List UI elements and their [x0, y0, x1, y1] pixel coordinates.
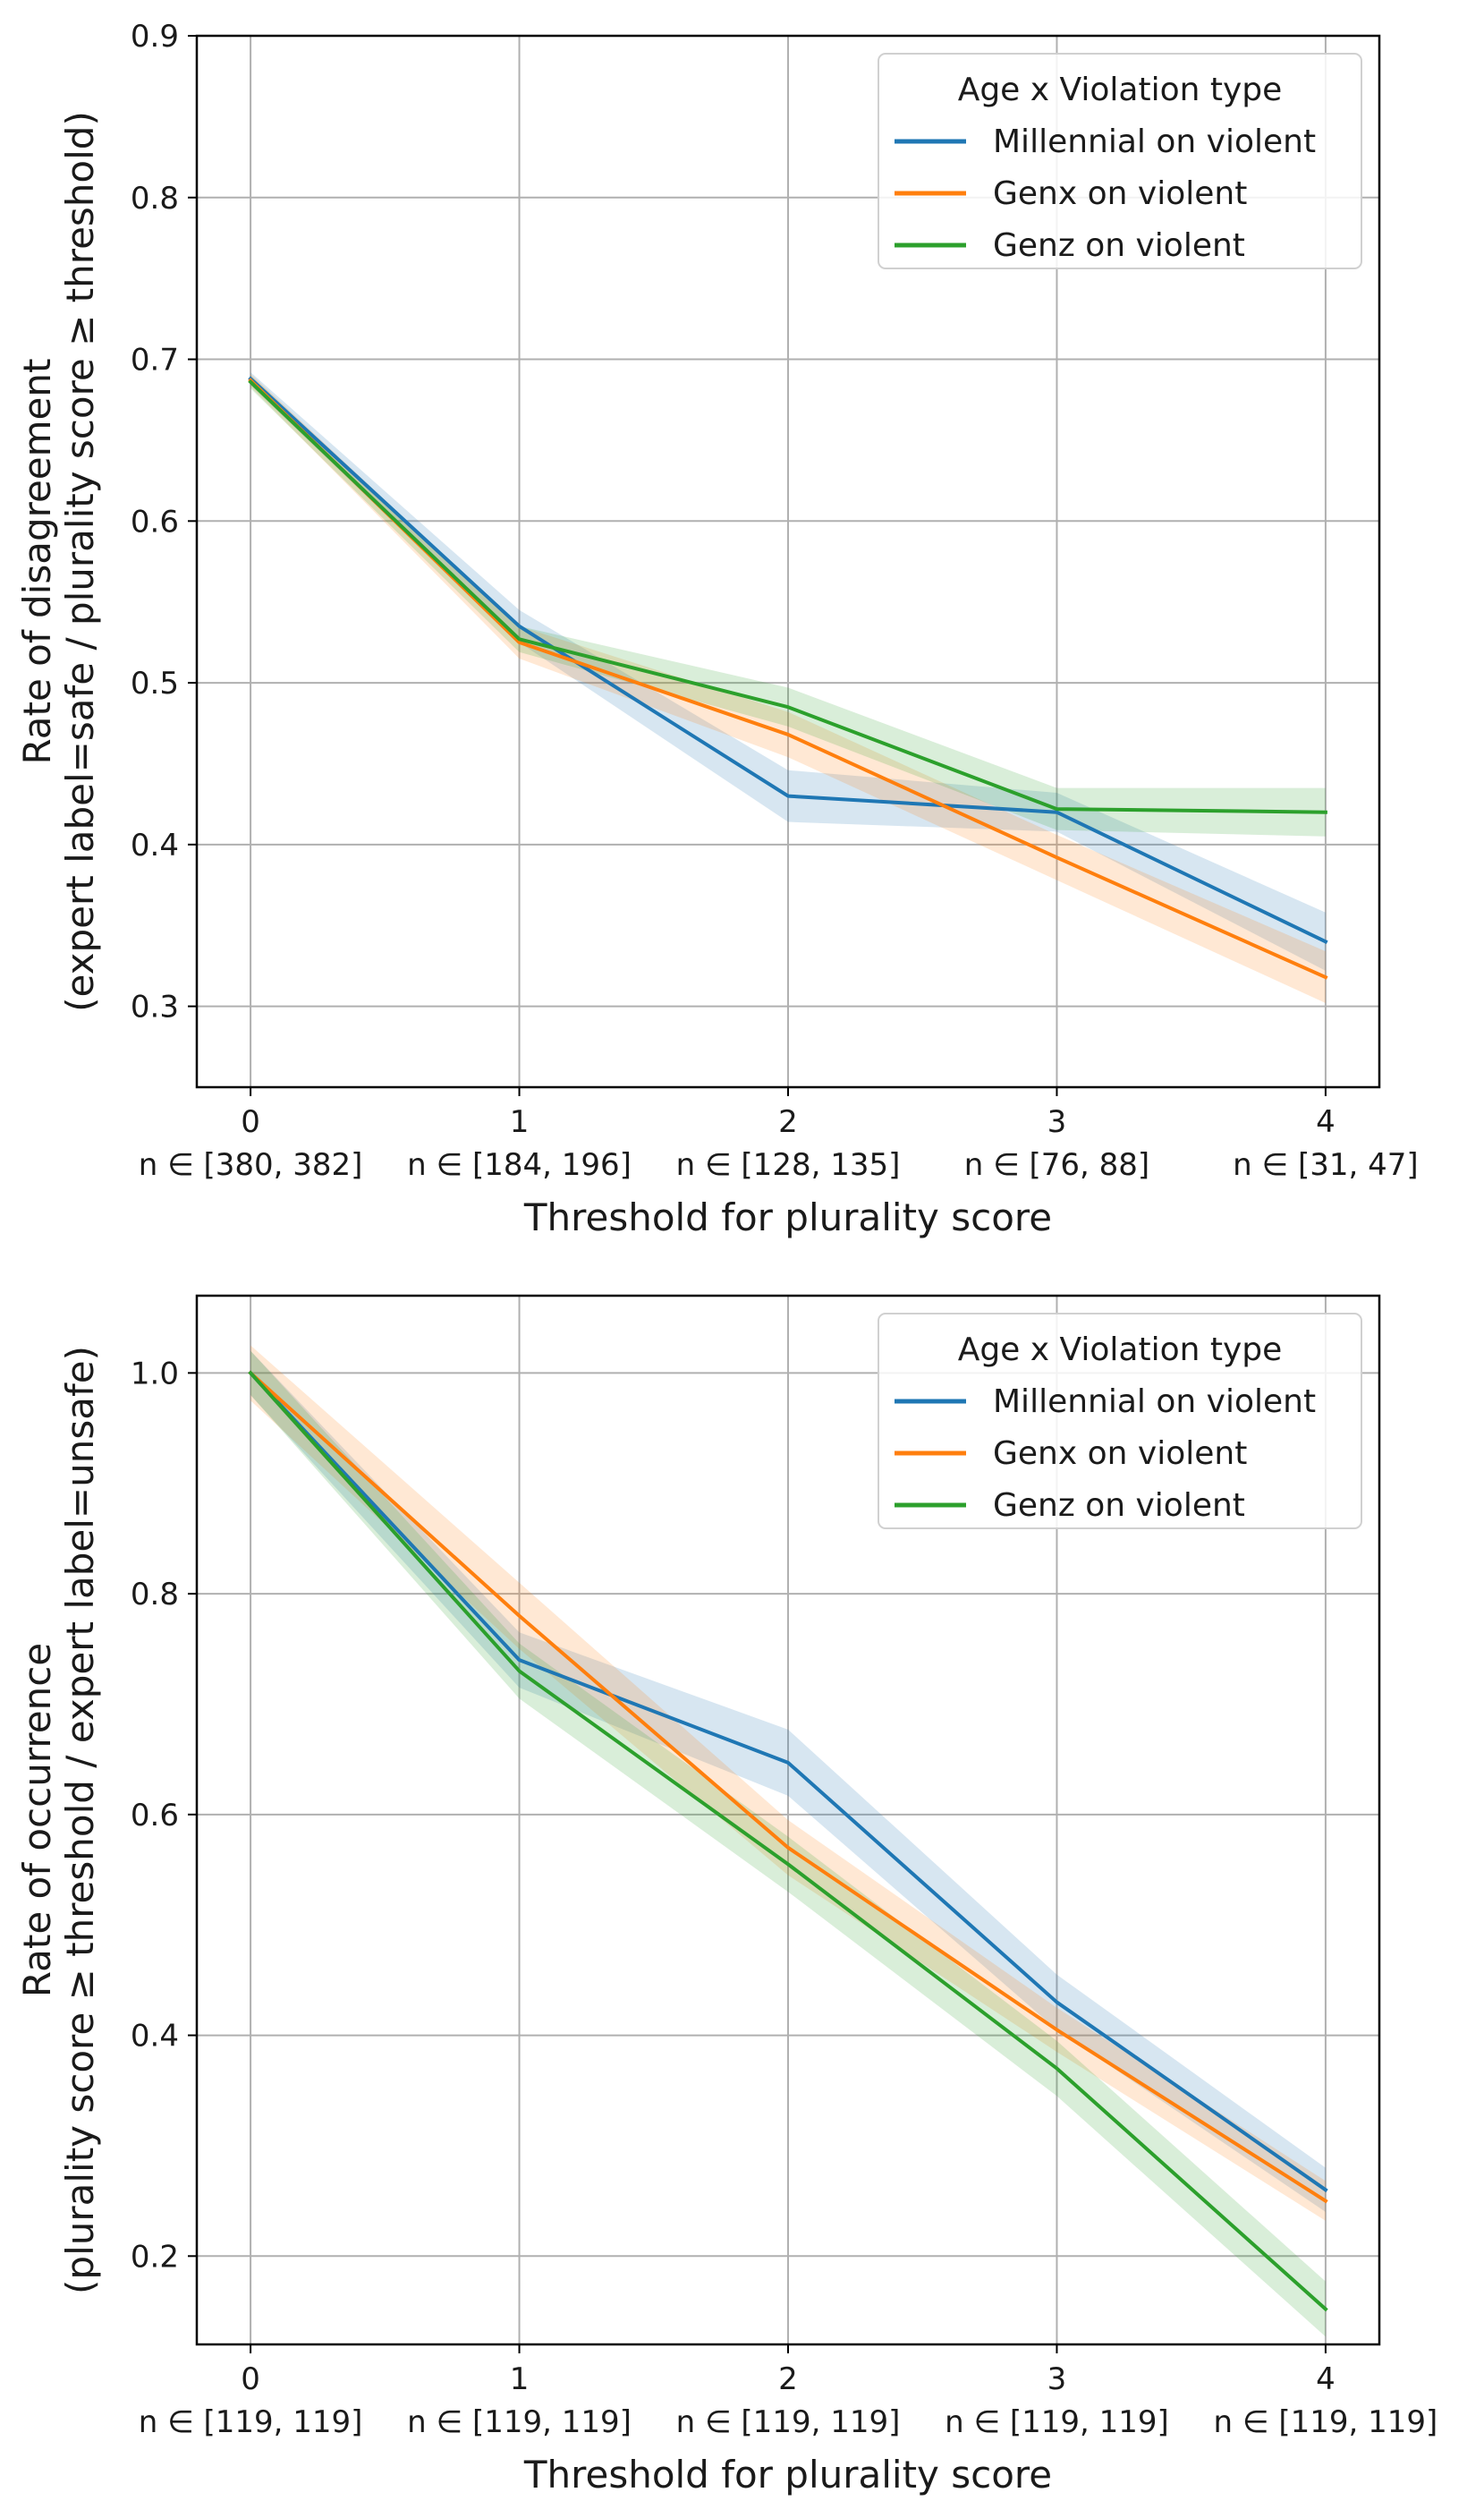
data-point	[1323, 2307, 1328, 2312]
legend-label-1: Millennial on violent	[993, 123, 1316, 160]
y-tick-label: 0.8	[131, 181, 179, 217]
chart-panel-1: 0 n ∈ [380, 382] 1 n ∈ [184, 196] 2 n ∈ [128,…	[15, 19, 1419, 1239]
y-tick-label: 0.7	[131, 343, 179, 379]
y-tick-label: 0.5	[131, 666, 179, 702]
legend-title: Age x Violation type	[958, 1331, 1283, 1368]
data-point	[248, 379, 253, 385]
data-point	[517, 1657, 522, 1663]
x-axis-title: Threshold for plurality score	[523, 1195, 1052, 1239]
data-point	[785, 1845, 791, 1850]
data-point	[1323, 939, 1328, 944]
data-point	[1054, 2066, 1059, 2071]
x-tick-sublabel: n ∈ [119, 119]	[139, 2404, 363, 2440]
legend-box	[878, 53, 1362, 269]
series-line-1	[248, 1370, 1328, 2193]
x-tick-sublabel: n ∈ [119, 119]	[945, 2404, 1169, 2440]
data-point	[517, 1613, 522, 1619]
data-point	[1323, 974, 1328, 980]
data-point	[517, 624, 522, 629]
legend-title: Age x Violation type	[958, 72, 1283, 108]
x-tick-sublabel: n ∈ [119, 119]	[407, 2404, 632, 2440]
x-tick-label: 1	[510, 1104, 530, 1140]
legend-label-3: Genz on violent	[993, 1487, 1245, 1524]
data-point	[785, 732, 791, 737]
legend-label-1: Millennial on violent	[993, 1383, 1316, 1420]
x-tick-label: 0	[241, 1104, 260, 1140]
data-point	[1054, 2027, 1059, 2032]
data-point	[517, 1668, 522, 1673]
x-tick-label: 4	[1316, 1104, 1336, 1140]
x-tick-sublabel: n ∈ [31, 47]	[1233, 1147, 1418, 1183]
data-point	[248, 1370, 253, 1375]
y-tick-label: 0.6	[131, 1798, 179, 1833]
data-point	[1054, 806, 1059, 812]
x-tick-label: 3	[1047, 2361, 1067, 2397]
legend-box	[878, 1313, 1362, 1529]
x-tick-sublabel: n ∈ [128, 135]	[676, 1147, 901, 1183]
legend-label-2: Genx on violent	[993, 1435, 1247, 1472]
x-tick-sublabel: n ∈ [76, 88]	[964, 1147, 1149, 1183]
x-tick-label: 0	[241, 2361, 260, 2397]
x-tick-sublabel: n ∈ [184, 196]	[407, 1147, 632, 1183]
y-tick-label: 0.6	[131, 504, 179, 540]
x-tick-sublabel: n ∈ [119, 119]	[676, 2404, 901, 2440]
y-tick-label: 1.0	[131, 1356, 179, 1391]
series-line-3	[248, 1370, 1328, 2312]
y-axis-title: Rate of occurrence	[15, 1643, 59, 1997]
ci-band-2	[250, 373, 1326, 1003]
y-tick-label: 0.3	[131, 990, 179, 1025]
legend: Age x Violation type Millennial on violen…	[878, 53, 1362, 269]
legend-label-2: Genx on violent	[993, 175, 1247, 212]
x-tick-label: 2	[778, 2361, 798, 2397]
y-tick-label: 0.2	[131, 2239, 179, 2275]
series-line-1	[248, 376, 1328, 944]
data-point	[1323, 810, 1328, 815]
series-line-2	[248, 1370, 1328, 2204]
ci-band-3	[250, 375, 1326, 837]
y-tick-label: 0.4	[131, 828, 179, 863]
chart-panel-2: 0 n ∈ [119, 119] 1 n ∈ [119, 119] 2 n ∈ [119,…	[15, 1294, 1438, 2497]
ci-band-3	[250, 1350, 1326, 2337]
data-point	[785, 704, 791, 710]
data-point	[785, 794, 791, 799]
x-tick-label: 4	[1316, 2361, 1336, 2397]
y-tick-label: 0.4	[131, 2019, 179, 2054]
x-tick-sublabel: n ∈ [119, 119]	[1214, 2404, 1438, 2440]
ci-band-1	[250, 372, 1326, 971]
x-tick-label: 2	[778, 1104, 798, 1140]
data-point	[1054, 855, 1059, 860]
data-point	[785, 1861, 791, 1867]
y-axis-title: Rate of disagreement	[15, 359, 59, 765]
y-axis-subtitle: (expert label=safe / plurality score ≥ t…	[58, 111, 102, 1012]
ci-band-1	[250, 1350, 1326, 2212]
data-point	[785, 1760, 791, 1765]
x-tick-label: 3	[1047, 1104, 1067, 1140]
data-point	[1323, 2199, 1328, 2204]
series-line-3	[248, 379, 1327, 814]
y-tick-label: 0.8	[131, 1577, 179, 1612]
y-tick-label: 0.9	[131, 19, 179, 55]
x-tick-label: 1	[510, 2361, 530, 2397]
legend-label-3: Genz on violent	[993, 227, 1245, 264]
y-axis-subtitle: (plurality score ≥ threshold / expert la…	[58, 1346, 102, 2294]
x-tick-sublabel: n ∈ [380, 382]	[139, 1147, 363, 1183]
data-point	[1323, 2187, 1328, 2192]
data-point	[517, 636, 522, 642]
legend: Age x Violation type Millennial on violen…	[878, 1313, 1362, 1529]
data-point	[1054, 2000, 1059, 2005]
x-axis-title: Threshold for plurality score	[523, 2453, 1052, 2497]
